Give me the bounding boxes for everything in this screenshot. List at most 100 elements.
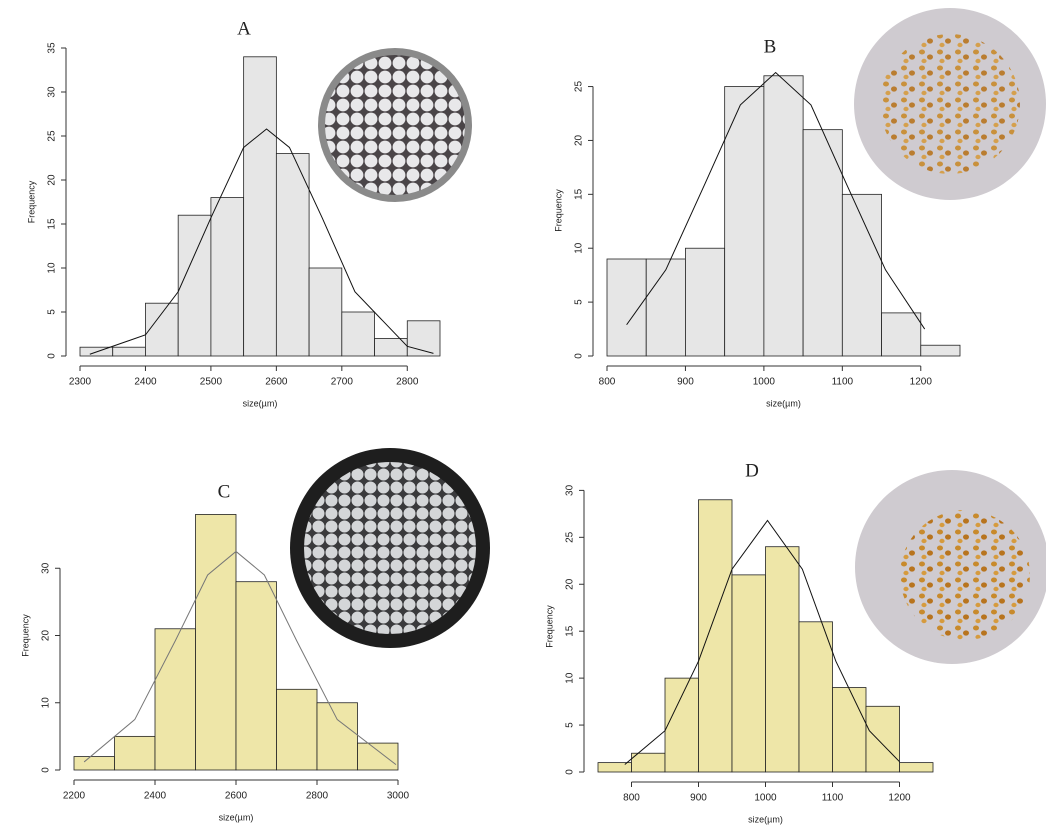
y-tick-label: 5 xyxy=(47,309,58,315)
y-tick-label: 20 xyxy=(47,174,58,186)
bar xyxy=(832,687,867,773)
bar xyxy=(802,129,843,357)
bar xyxy=(145,302,179,357)
bar xyxy=(235,581,277,771)
bar xyxy=(316,702,358,771)
x-tick-label: 2200 xyxy=(63,791,86,802)
bar xyxy=(765,546,800,773)
x-tick-label: 900 xyxy=(677,377,694,388)
bar xyxy=(357,742,399,771)
y-tick-label: 0 xyxy=(41,767,52,773)
x-axis-label: size(µm) xyxy=(748,814,783,824)
x-axis-label: size(µm) xyxy=(766,398,801,408)
y-tick-label: 10 xyxy=(574,242,585,254)
bar xyxy=(406,320,441,357)
x-tick-label: 2500 xyxy=(200,377,223,388)
y-tick-label: 0 xyxy=(574,353,585,359)
x-tick-label: 800 xyxy=(599,377,616,388)
panel: 800 900 1000 1100 1200 0 5 10 15 20 25 30 size(µm) Fr… xyxy=(544,460,934,824)
bar xyxy=(841,193,882,357)
bar xyxy=(276,688,318,771)
x-axis-label: size(µm) xyxy=(219,812,254,822)
y-tick-label: 15 xyxy=(47,218,58,230)
x-tick-label: 1200 xyxy=(888,793,911,804)
bar xyxy=(798,621,833,773)
y-tick-label: 10 xyxy=(41,697,52,709)
x-tick-label: 2400 xyxy=(144,791,167,802)
panel-title: D xyxy=(745,460,759,481)
bar xyxy=(685,247,726,357)
x-tick-label: 1200 xyxy=(910,377,933,388)
bar xyxy=(763,75,804,357)
x-tick-label: 2800 xyxy=(306,791,329,802)
photo-c xyxy=(290,448,490,648)
bar xyxy=(112,346,146,357)
bar xyxy=(724,86,765,357)
x-tick-label: 900 xyxy=(690,793,707,804)
bar xyxy=(114,735,156,771)
x-tick-label: 1100 xyxy=(822,793,844,804)
fit-curve xyxy=(624,519,900,765)
photo-d xyxy=(855,470,1046,664)
panel-title: B xyxy=(764,36,777,57)
bar xyxy=(73,756,115,771)
x-tick-label: 1100 xyxy=(832,377,854,388)
bar xyxy=(154,628,196,771)
bar xyxy=(597,762,632,773)
y-axis-label: Frequency xyxy=(20,614,30,657)
x-axis-label: size(µm) xyxy=(243,398,278,408)
panel: 2200 2400 2600 2800 3000 0 10 20 30 size(µm) Frequ… xyxy=(20,481,409,822)
bar xyxy=(195,514,237,771)
y-tick-label: 30 xyxy=(41,562,52,574)
photo-b xyxy=(854,8,1046,200)
bar xyxy=(865,705,900,773)
x-tick-label: 2300 xyxy=(69,377,92,388)
y-axis-label: Frequency xyxy=(26,180,36,223)
x-tick-label: 2600 xyxy=(225,791,248,802)
y-tick-label: 20 xyxy=(574,134,585,146)
y-tick-label: 0 xyxy=(47,353,58,359)
y-tick-label: 10 xyxy=(565,672,576,684)
y-tick-label: 30 xyxy=(565,484,576,496)
y-tick-label: 10 xyxy=(47,262,58,274)
bar xyxy=(698,499,733,773)
y-tick-label: 35 xyxy=(47,42,58,54)
bar xyxy=(920,344,961,357)
y-tick-label: 5 xyxy=(574,299,585,305)
bar xyxy=(881,312,922,357)
x-tick-label: 800 xyxy=(623,793,640,804)
panel-title: C xyxy=(218,481,231,502)
y-tick-label: 20 xyxy=(565,578,576,590)
panel: 800 900 1000 1100 1200 0 5 10 15 20 25 size(µm) Freq… xyxy=(553,36,961,408)
bar xyxy=(210,197,245,357)
y-axis-label: Frequency xyxy=(553,189,563,232)
y-tick-label: 25 xyxy=(47,130,58,142)
panel: 2300 2400 2500 2600 2700 2800 0 5 10 15 20 25 30 35 si… xyxy=(26,18,441,408)
panel-title: A xyxy=(237,18,251,39)
x-tick-label: 3000 xyxy=(387,791,410,802)
fit-curve xyxy=(89,128,434,355)
y-tick-label: 15 xyxy=(565,625,576,637)
y-tick-label: 30 xyxy=(47,86,58,98)
bar xyxy=(631,752,666,773)
x-tick-label: 2800 xyxy=(396,377,419,388)
fit-curve xyxy=(626,71,926,330)
bar xyxy=(341,311,375,357)
bar xyxy=(606,258,647,357)
bar xyxy=(275,153,310,357)
bar xyxy=(664,677,699,773)
bar xyxy=(731,574,766,773)
fit-curve xyxy=(83,550,397,766)
y-tick-label: 25 xyxy=(565,531,576,543)
bar xyxy=(177,214,212,357)
y-tick-label: 5 xyxy=(565,722,576,728)
x-tick-label: 1000 xyxy=(754,793,777,804)
bar xyxy=(308,267,343,357)
bar xyxy=(899,762,934,773)
y-tick-label: 0 xyxy=(565,769,576,775)
x-tick-label: 2600 xyxy=(265,377,288,388)
y-axis-label: Frequency xyxy=(544,605,554,648)
bar xyxy=(645,258,686,357)
photo-a xyxy=(318,48,472,202)
